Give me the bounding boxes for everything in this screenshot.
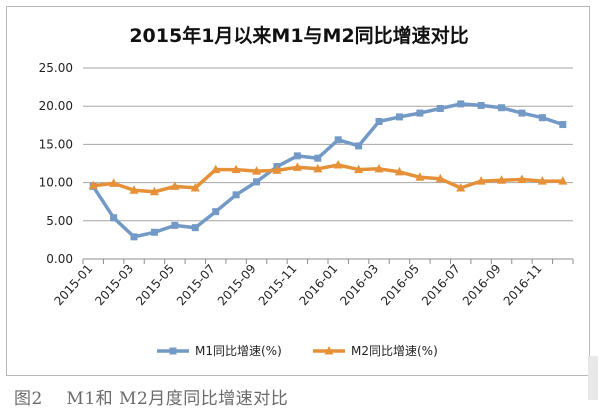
- m2-data-point: [292, 162, 302, 171]
- m1-data-point: [130, 233, 138, 241]
- m1-data-point: [375, 117, 383, 125]
- y-tick-label: 0.00: [46, 252, 73, 266]
- m2-data-point: [558, 176, 568, 185]
- m2-data-point: [354, 164, 364, 174]
- m1-data-point: [559, 121, 567, 129]
- m2-data-point: [313, 163, 323, 173]
- m1-data-point: [477, 101, 485, 109]
- m2-data-point: [149, 186, 159, 196]
- m1-data-point: [150, 228, 158, 236]
- chart-frame: 2015年1月以来M1与M2同比增速对比 25.00 20.00 15.00 10.0…: [6, 6, 590, 376]
- m1-data-point: [171, 221, 179, 229]
- m1-data-point: [191, 224, 199, 232]
- x-tick-label: 2015-07: [174, 262, 218, 309]
- m1-data-point: [253, 178, 261, 186]
- x-tick-label: 2015-03: [92, 262, 136, 309]
- m2-data-point: [211, 164, 221, 174]
- m2-data-point: [497, 175, 507, 184]
- x-tick-label: 2015-05: [133, 262, 177, 309]
- m2-data-point: [456, 182, 466, 192]
- series-line-1: [91, 102, 564, 239]
- m1-data-point: [314, 154, 322, 162]
- m2-data-point: [435, 173, 445, 183]
- m2-data-point: [517, 174, 527, 184]
- y-tick-label: 5.00: [46, 214, 73, 228]
- m1-data-point: [232, 191, 240, 199]
- x-tick-label: 2016-01: [296, 262, 340, 309]
- legend-marker-triangle: [324, 346, 334, 355]
- m1-data-point: [538, 114, 546, 122]
- x-tick-label: 2015-09: [215, 262, 259, 309]
- m2-data-point: [190, 182, 200, 192]
- m1-data-point: [457, 100, 465, 108]
- m1-data-point: [355, 142, 363, 150]
- m1-data-point: [518, 109, 526, 117]
- m1-data-point: [498, 104, 506, 112]
- m2-data-point: [272, 165, 282, 174]
- m2-data-point: [394, 166, 404, 176]
- m1-data-point: [416, 109, 424, 117]
- x-tick-label: 2015-01: [51, 262, 95, 309]
- series-line-2: [93, 163, 563, 194]
- y-tick-label: 25.00: [39, 61, 73, 75]
- y-tick-label: 15.00: [39, 137, 73, 151]
- m2-data-point: [88, 180, 98, 190]
- x-tick-label: 2016-11: [501, 262, 545, 309]
- m2-data-point: [109, 178, 119, 187]
- legend-label-1: M1同比增速(%): [195, 344, 282, 358]
- x-tick-label: 2016-05: [378, 262, 422, 309]
- y-tick-label: 20.00: [39, 99, 73, 113]
- m2-data-point: [252, 166, 262, 175]
- m2-data-point: [170, 181, 180, 190]
- x-tick-label: 2016-03: [337, 262, 381, 309]
- scrollbar[interactable]: [588, 356, 598, 400]
- legend-label-2: M2同比增速(%): [351, 344, 438, 358]
- m2-data-point: [231, 164, 241, 174]
- m2-data-point: [537, 176, 547, 185]
- chart-title: 2015年1月以来M1与M2同比增速对比: [129, 25, 469, 47]
- m1-data-point: [334, 136, 342, 144]
- m2-data-point: [374, 163, 384, 173]
- m1-data-point: [212, 208, 220, 216]
- m2-data-point: [333, 160, 343, 169]
- line-chart: 25.0020.0015.0010.005.000.002015-012015-…: [39, 61, 574, 358]
- x-tick-label: 2015-11: [256, 262, 300, 309]
- legend-marker-square: [169, 347, 177, 355]
- m1-data-point: [395, 113, 403, 121]
- x-tick-label: 2016-07: [419, 262, 463, 309]
- m1-data-point: [110, 214, 118, 222]
- figure-caption: 图2 M1和 M2月度同比增速对比: [14, 389, 289, 409]
- y-tick-label: 10.00: [39, 176, 73, 190]
- m2-data-point: [129, 185, 139, 194]
- m1-data-point: [436, 104, 444, 112]
- x-tick-label: 2016-09: [460, 262, 504, 309]
- m1-data-point: [293, 152, 301, 160]
- m2-data-point: [415, 172, 425, 181]
- m2-data-point: [476, 176, 486, 185]
